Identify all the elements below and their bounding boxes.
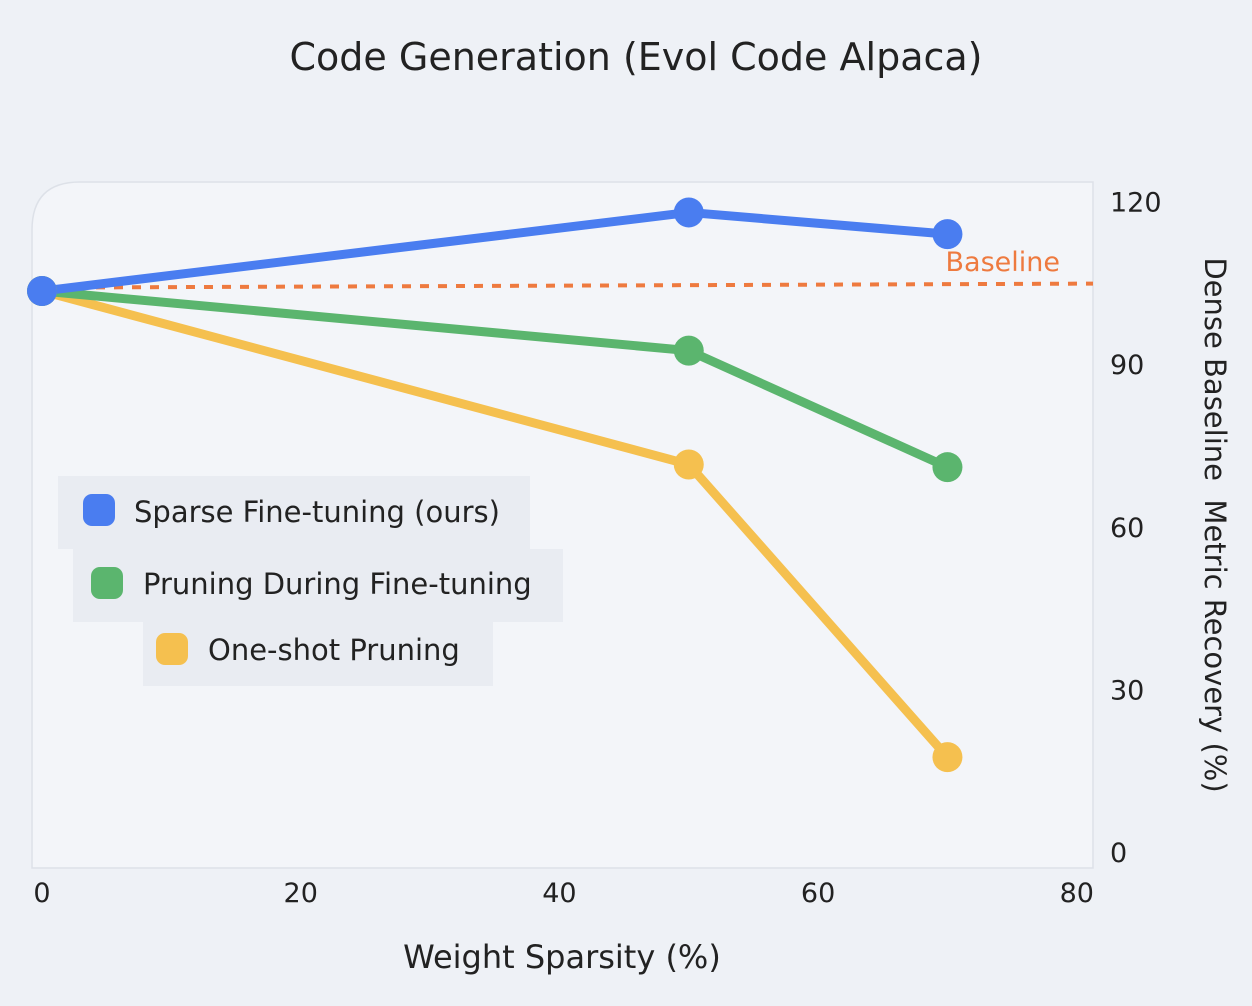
y-tick-label: 0 xyxy=(1110,838,1127,869)
legend-label-sparse-fine-tuning: Sparse Fine-tuning (ours) xyxy=(134,495,500,529)
x-tick-label: 80 xyxy=(1060,878,1094,909)
data-point-one-shot-pruning xyxy=(673,449,704,480)
y-tick-label: 60 xyxy=(1110,513,1144,544)
data-point-sparse-fine-tuning xyxy=(673,197,704,228)
x-tick-label: 60 xyxy=(801,878,835,909)
legend-swatch-pruning-during-fine-tuning xyxy=(91,567,123,599)
data-point-pruning-during-fine-tuning xyxy=(673,335,704,366)
y-tick-label: 30 xyxy=(1110,675,1144,706)
legend-label-pruning-during-fine-tuning: Pruning During Fine-tuning xyxy=(143,567,532,601)
y-axis-label: Dense Baseline Metric Recovery (%) xyxy=(1198,257,1232,792)
data-point-pruning-during-fine-tuning xyxy=(932,452,963,483)
legend-label-one-shot-pruning: One-shot Pruning xyxy=(208,633,460,667)
legend-swatch-one-shot-pruning xyxy=(156,633,188,665)
x-tick-label: 40 xyxy=(542,878,576,909)
legend-swatch-sparse-fine-tuning xyxy=(83,494,115,526)
y-tick-label: 90 xyxy=(1110,350,1144,381)
data-point-sparse-fine-tuning xyxy=(27,276,57,307)
data-point-one-shot-pruning xyxy=(932,742,963,773)
baseline-label: Baseline xyxy=(946,247,1060,278)
baseline-line xyxy=(41,281,1094,290)
y-axis-ticks: 0 30 60 90 120 xyxy=(1110,188,1162,869)
legend: Sparse Fine-tuning (ours) Pruning During… xyxy=(58,476,563,686)
legend-item-one-shot-pruning[interactable]: One-shot Pruning xyxy=(143,622,493,686)
legend-item-pruning-during-fine-tuning[interactable]: Pruning During Fine-tuning xyxy=(73,549,563,622)
legend-item-sparse-fine-tuning[interactable]: Sparse Fine-tuning (ours) xyxy=(58,476,530,549)
plot-area xyxy=(31,181,1094,869)
x-tick-label: 20 xyxy=(284,878,318,909)
x-axis-ticks: 0 20 40 60 80 xyxy=(33,878,1094,909)
chart-title: Code Generation (Evol Code Alpaca) xyxy=(290,35,983,79)
y-tick-label: 120 xyxy=(1110,188,1162,219)
data-point-sparse-fine-tuning xyxy=(932,219,963,250)
x-axis-label: Weight Sparsity (%) xyxy=(403,938,721,976)
x-tick-label: 0 xyxy=(33,878,50,909)
